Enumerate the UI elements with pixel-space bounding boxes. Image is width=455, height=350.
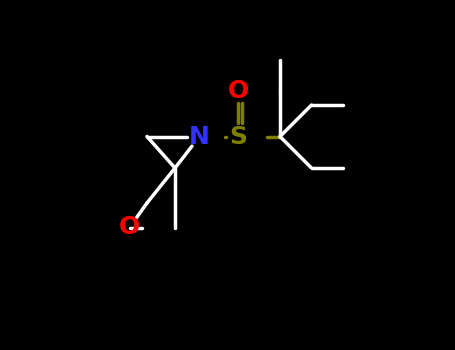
Text: N: N [189, 125, 210, 148]
Text: S: S [229, 125, 247, 148]
Text: O: O [119, 216, 140, 239]
Text: O: O [228, 79, 248, 103]
